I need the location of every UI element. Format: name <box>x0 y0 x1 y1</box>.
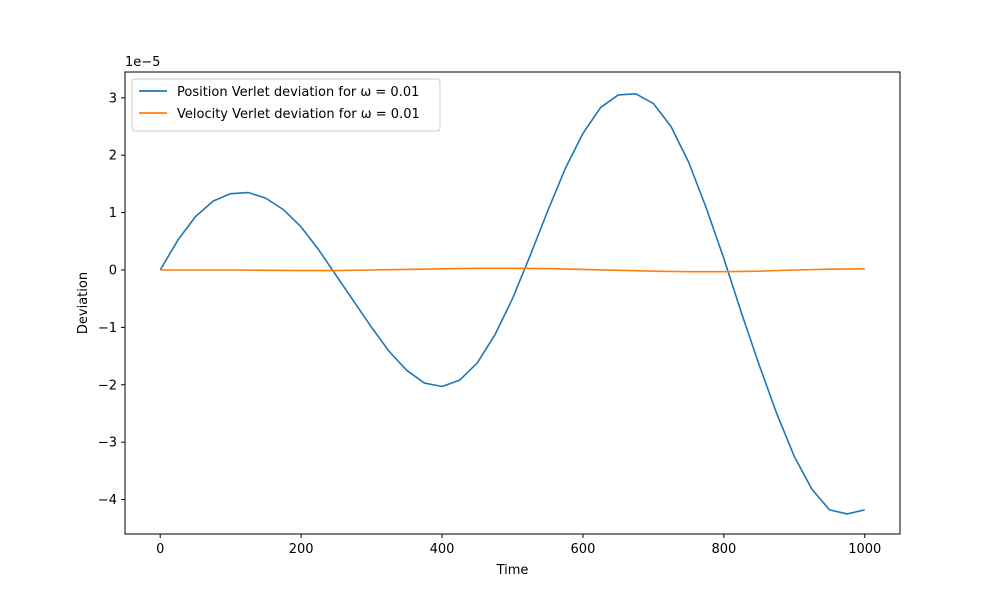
y-tick-label: 2 <box>109 149 117 164</box>
y-offset-label: 1e−5 <box>125 55 160 70</box>
x-tick-label: 600 <box>571 542 596 557</box>
x-tick-label: 0 <box>156 542 164 557</box>
axes-frame <box>124 71 901 535</box>
series-line-1 <box>159 93 865 515</box>
legend-box <box>131 78 441 132</box>
x-tick-label: 400 <box>430 542 455 557</box>
x-tick-label: 800 <box>711 542 736 557</box>
x-tick-label: 200 <box>289 542 314 557</box>
x-tick-label: 1000 <box>848 542 881 557</box>
legend: Position Verlet deviation for ω = 0.01 Ve… <box>131 78 441 132</box>
series-layer <box>159 93 865 515</box>
x-axis-label: Time <box>496 563 529 578</box>
y-tick-label: 1 <box>109 206 117 221</box>
legend-label-2: Velocity Verlet deviation for ω = 0.01 <box>177 107 420 122</box>
y-axis: 3 2 1 0 −1 −2 −3 −4 <box>98 91 125 508</box>
y-axis-label: Deviation <box>76 272 91 334</box>
y-tick-label: 0 <box>109 264 117 279</box>
series-line-2 <box>160 267 865 273</box>
legend-label-1: Position Verlet deviation for ω = 0.01 <box>177 85 419 100</box>
y-tick-label: −3 <box>98 436 117 451</box>
x-axis: 0 200 400 600 800 1000 <box>156 534 881 557</box>
y-tick-label: 3 <box>109 91 117 106</box>
y-tick-label: −1 <box>98 321 117 336</box>
y-tick-label: −2 <box>98 378 117 393</box>
y-tick-label: −4 <box>98 493 117 508</box>
